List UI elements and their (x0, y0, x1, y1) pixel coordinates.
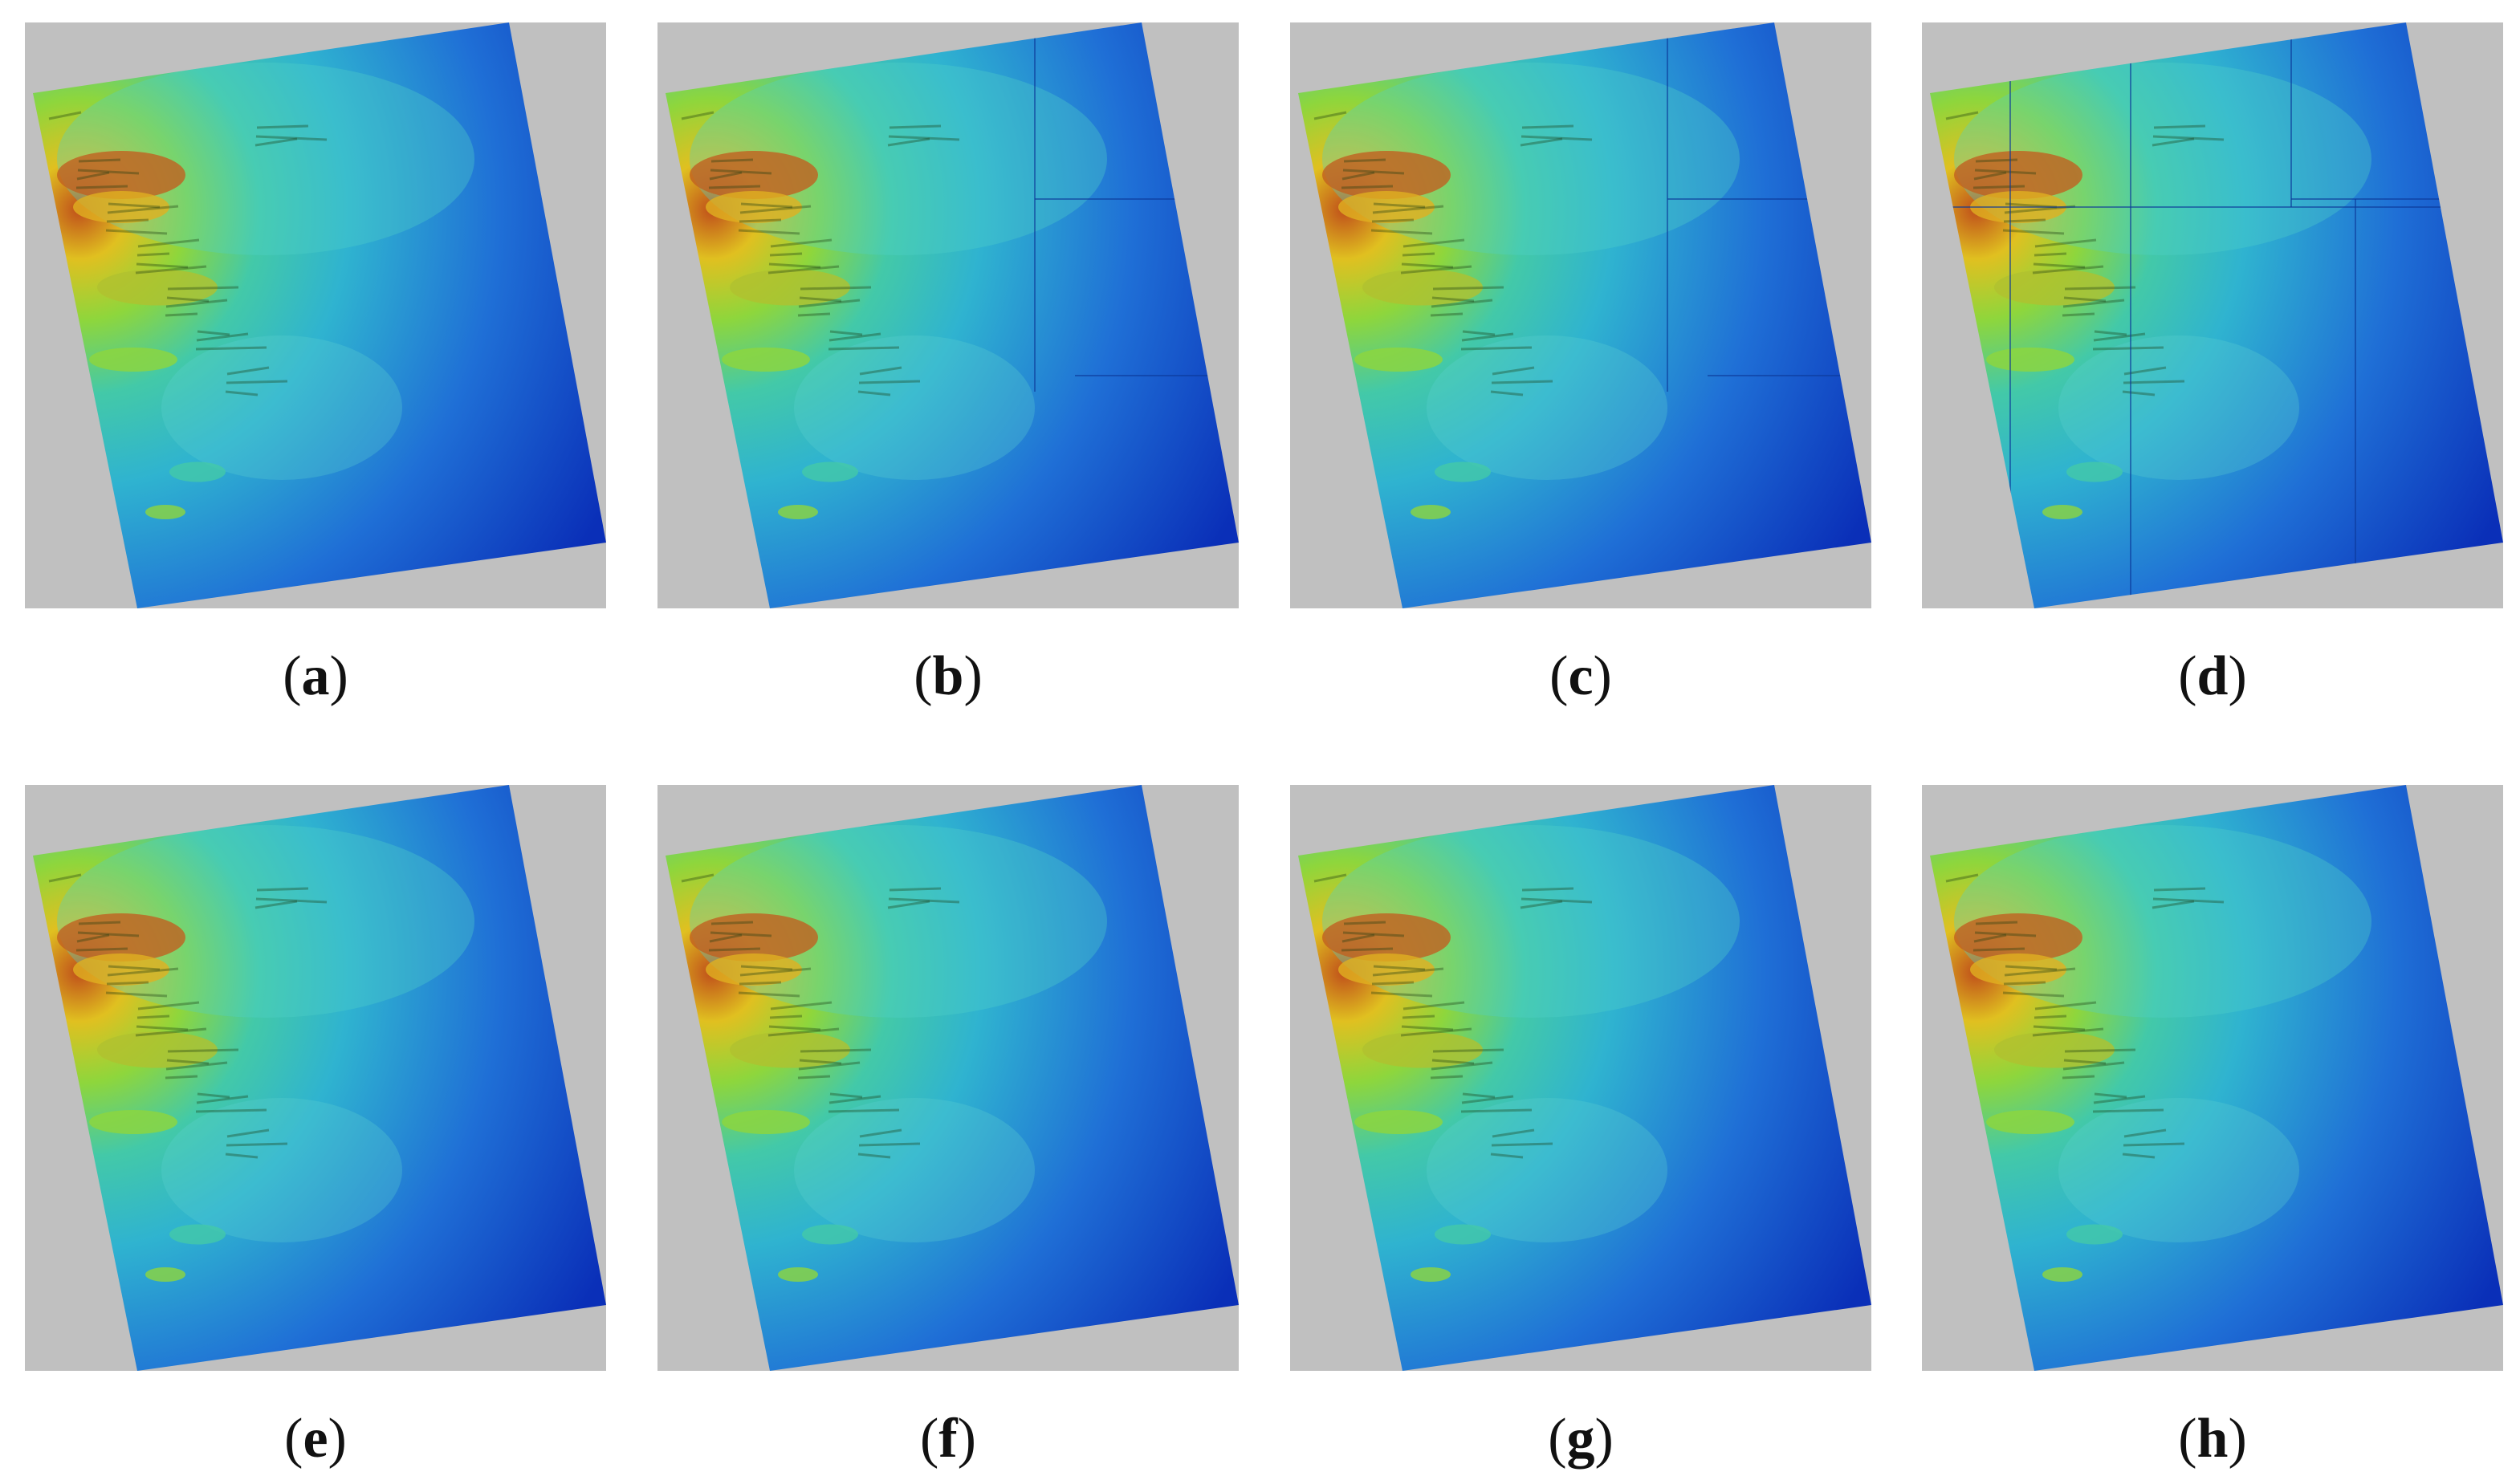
dem-map-a (25, 22, 606, 608)
caption-b: (b) (914, 645, 983, 707)
panel-f: (f) (657, 785, 1239, 1470)
panel-g: (g) (1290, 785, 1871, 1470)
caption-e: (e) (284, 1408, 347, 1470)
panel-d: (d) (1922, 22, 2503, 707)
caption-f: (f) (920, 1408, 976, 1470)
dem-image-b (657, 22, 1239, 608)
dem-map-d (1922, 22, 2503, 608)
panel-c: (c) (1290, 22, 1871, 707)
dem-image-c (1290, 22, 1871, 608)
dem-map-f (657, 785, 1239, 1371)
dem-map-e (25, 785, 606, 1371)
caption-a: (a) (283, 645, 348, 707)
dem-image-f (657, 785, 1239, 1371)
dem-image-d (1922, 22, 2503, 608)
dem-map-c (1290, 22, 1871, 608)
dem-map-h (1922, 785, 2503, 1371)
dem-image-g (1290, 785, 1871, 1371)
panel-a: (a) (25, 22, 606, 707)
panel-e: (e) (25, 785, 606, 1470)
caption-g: (g) (1548, 1408, 1614, 1470)
dem-image-e (25, 785, 606, 1371)
panel-h: (h) (1922, 785, 2503, 1470)
dem-map-b (657, 22, 1239, 608)
caption-c: (c) (1549, 645, 1612, 707)
caption-d: (d) (2178, 645, 2247, 707)
dem-map-g (1290, 785, 1871, 1371)
panel-b: (b) (657, 22, 1239, 707)
dem-image-a (25, 22, 606, 608)
caption-h: (h) (2178, 1408, 2247, 1470)
dem-image-h (1922, 785, 2503, 1371)
